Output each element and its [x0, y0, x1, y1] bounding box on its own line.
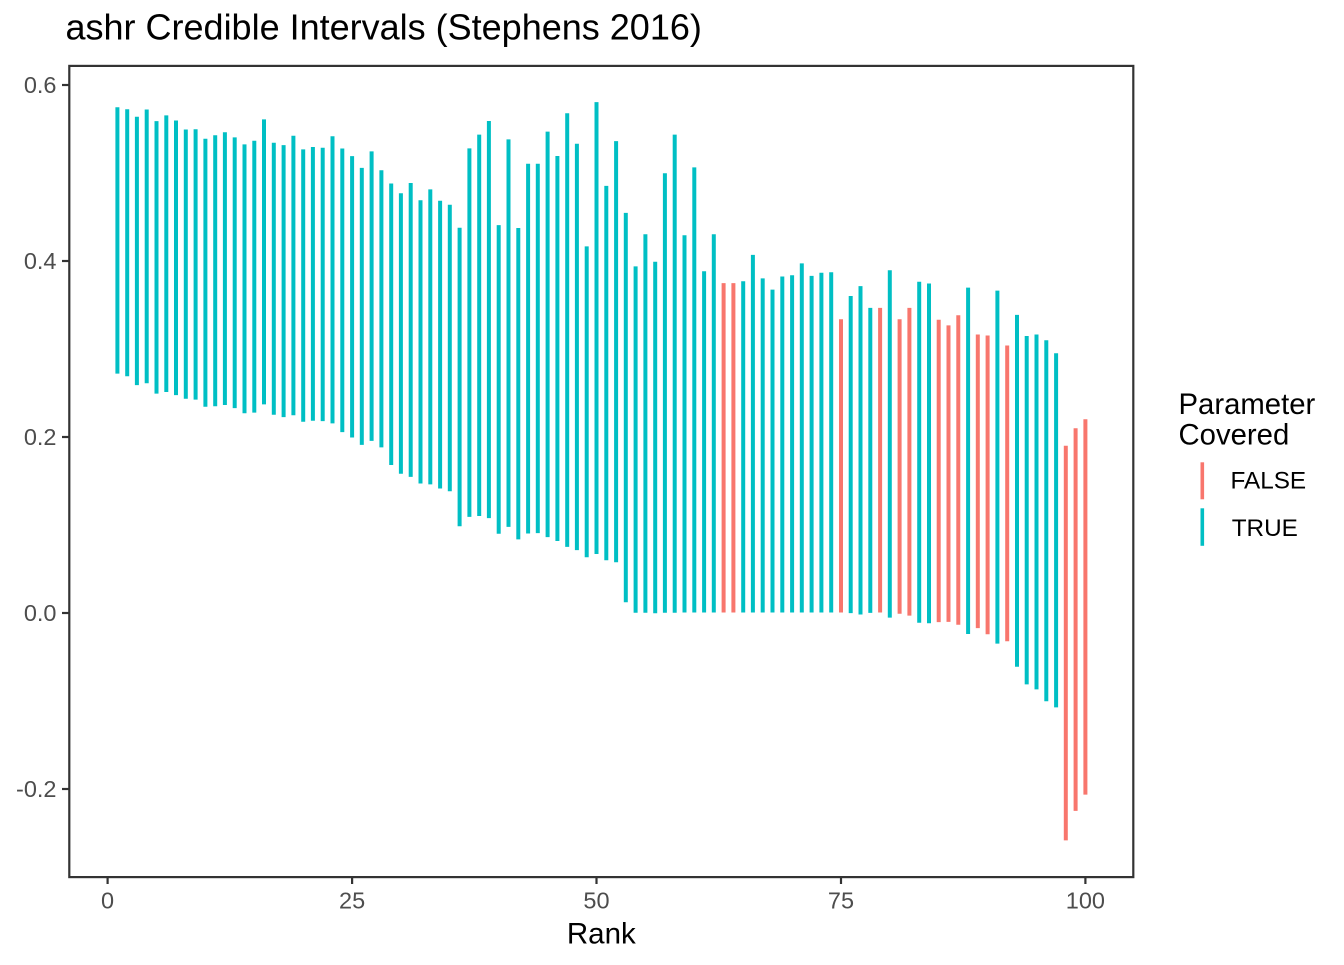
svg-text:TRUE: TRUE [1232, 515, 1298, 542]
svg-text:0.6: 0.6 [24, 72, 57, 98]
svg-text:Parameter: Parameter [1179, 388, 1316, 421]
svg-text:0.2: 0.2 [24, 424, 57, 450]
svg-text:50: 50 [583, 888, 609, 914]
svg-text:Rank: Rank [567, 917, 636, 950]
svg-text:100: 100 [1066, 888, 1105, 914]
svg-text:75: 75 [828, 888, 854, 914]
svg-text:Covered: Covered [1179, 419, 1290, 452]
svg-text:0: 0 [101, 888, 114, 914]
svg-text:-0.2: -0.2 [16, 776, 57, 802]
svg-text:0.0: 0.0 [24, 600, 57, 626]
svg-text:0.4: 0.4 [24, 248, 57, 274]
svg-text:FALSE: FALSE [1231, 468, 1307, 495]
svg-text:ashr Credible Intervals (Steph: ashr Credible Intervals (Stephens 2016) [66, 7, 702, 48]
svg-text:25: 25 [339, 888, 365, 914]
